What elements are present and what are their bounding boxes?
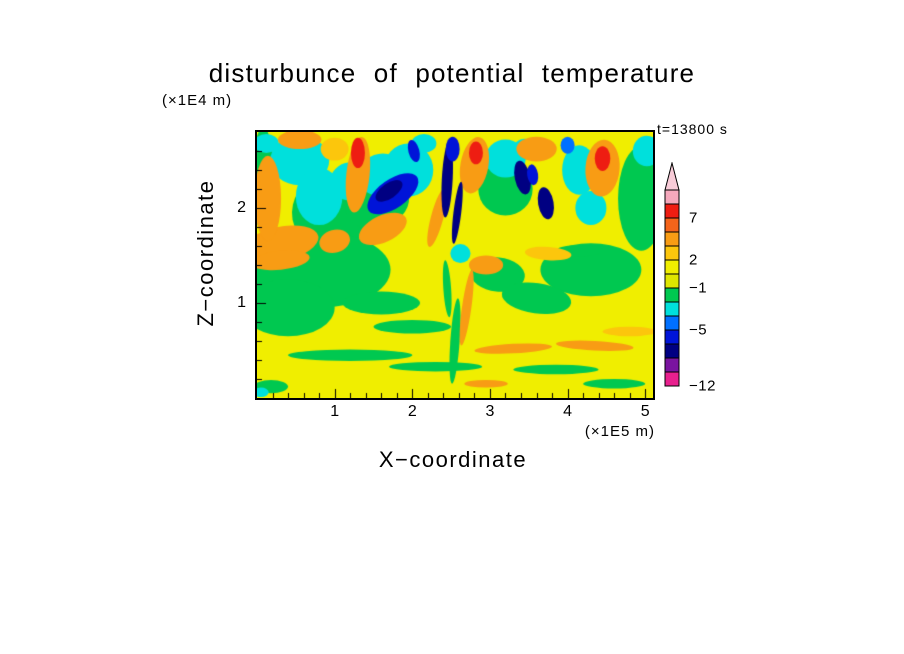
x-tick-label: 2	[407, 403, 417, 420]
time-annotation: t=13800 s	[657, 121, 728, 137]
x-axis-label: X−coordinate	[378, 447, 528, 472]
x-tick-label: 3	[485, 403, 495, 420]
colorbar-tick-label: −12	[689, 377, 716, 395]
colorbar-segment-red	[664, 203, 680, 219]
colorbar-tick-label: −5	[689, 321, 708, 339]
colorbar-tick-label: 2	[689, 251, 698, 269]
colorbar-segment-amber	[664, 245, 680, 261]
colorbar: 7 2 −1 −5 −12	[661, 162, 731, 395]
colorbar-segment-orange	[664, 231, 680, 247]
colorbar-segment-cyan	[664, 301, 680, 317]
x-tick-label: 5	[640, 403, 650, 420]
colorbar-segment-orangered	[664, 217, 680, 233]
colorbar-segment-yellowgreen	[664, 273, 680, 289]
colorbar-segment-magenta	[664, 371, 680, 387]
y-tick-label: 1	[237, 294, 246, 311]
x-tick-label: 4	[563, 403, 573, 420]
contour-field-canvas	[257, 132, 653, 398]
x-axis-units: (×1E5 m)	[584, 423, 655, 440]
y-axis-units: (×1E4 m)	[162, 92, 233, 109]
colorbar-tick-label: 7	[689, 209, 698, 227]
colorbar-scale	[664, 162, 680, 387]
colorbar-segment-purple	[664, 357, 680, 373]
colorbar-segment-darkblue	[664, 329, 680, 345]
colorbar-segment-blue	[664, 315, 680, 331]
plot-frame	[255, 130, 655, 400]
y-tick-label: 2	[237, 199, 246, 216]
colorbar-segment-green	[664, 287, 680, 303]
colorbar-segment-pink	[664, 189, 680, 205]
colorbar-segment-yellow	[664, 259, 680, 275]
colorbar-tick-label: −1	[689, 279, 708, 297]
colorbar-arrow	[664, 162, 680, 191]
chart-title: disturbunce of potential temperature	[208, 58, 696, 88]
colorbar-segment-navy	[664, 343, 680, 359]
x-tick-label: 1	[330, 403, 340, 420]
